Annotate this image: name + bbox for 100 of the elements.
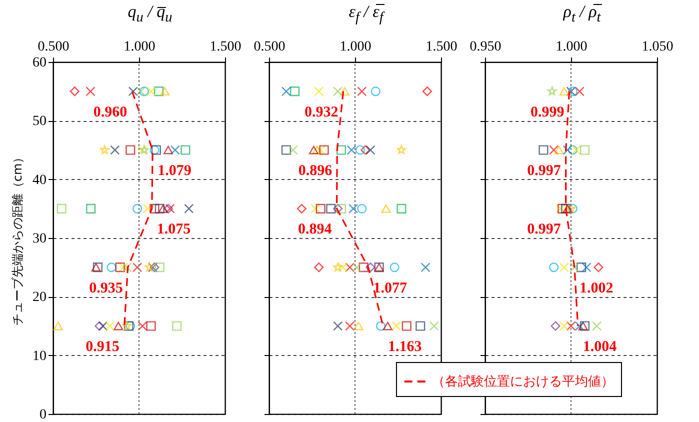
point <box>184 204 194 214</box>
point <box>126 145 136 155</box>
point <box>336 204 346 214</box>
point <box>549 262 559 272</box>
point <box>366 145 376 155</box>
point <box>56 204 66 214</box>
point <box>146 86 156 96</box>
point <box>370 86 380 96</box>
point <box>86 86 96 96</box>
y-tick-label: 30 <box>32 232 46 246</box>
point <box>382 322 392 330</box>
point <box>416 321 426 331</box>
point <box>312 146 322 154</box>
point <box>354 322 364 330</box>
point <box>571 145 581 155</box>
point <box>538 145 548 155</box>
point <box>86 204 96 214</box>
x-tick-label: 1.500 <box>210 40 242 54</box>
annotation: 1.079 <box>158 163 192 179</box>
x-tick-label: 1.000 <box>340 40 372 54</box>
point <box>594 262 604 272</box>
point <box>336 145 346 155</box>
point <box>357 204 367 214</box>
point <box>150 204 160 214</box>
point <box>326 204 336 214</box>
point <box>128 86 138 96</box>
point <box>568 204 578 214</box>
annotation: 0.896 <box>298 163 333 179</box>
annotation: 0.915 <box>86 339 120 355</box>
point <box>160 87 170 96</box>
point <box>104 321 115 331</box>
point <box>132 262 142 272</box>
x-axis-title: q$_{u}$ / q̅$_{u}$ <box>128 2 172 26</box>
point <box>381 204 391 213</box>
point <box>310 204 320 214</box>
point <box>574 86 584 96</box>
point <box>566 321 576 331</box>
point <box>146 321 156 331</box>
annotation: 0.997 <box>527 163 562 179</box>
point <box>345 262 355 272</box>
y-tick-label: 20 <box>32 290 46 306</box>
annotation: 1.002 <box>579 280 614 296</box>
x-tick-label: 0.500 <box>38 40 70 54</box>
point <box>180 145 190 155</box>
point <box>346 145 356 155</box>
point <box>333 262 342 272</box>
point <box>420 262 430 272</box>
point <box>340 87 350 96</box>
point <box>549 145 559 155</box>
annotation: 0.935 <box>89 280 123 296</box>
point <box>580 145 590 155</box>
point <box>100 145 110 154</box>
annotation: 0.999 <box>530 104 564 120</box>
annotation: 1.004 <box>582 339 618 355</box>
point <box>360 145 370 155</box>
point <box>281 86 291 96</box>
point <box>559 321 569 331</box>
point <box>391 321 402 331</box>
point <box>290 86 300 96</box>
point <box>154 86 164 96</box>
point <box>357 86 367 96</box>
point <box>114 322 124 330</box>
annotation: 0.960 <box>93 104 128 120</box>
point <box>333 321 343 331</box>
x-axis-title: ε$_{f}$ / ε̅$_{f}$ <box>348 2 384 26</box>
point <box>352 262 362 272</box>
y-tick-label: 60 <box>32 56 46 70</box>
point <box>568 145 578 155</box>
point <box>154 262 164 272</box>
point <box>281 145 291 155</box>
point <box>314 262 324 272</box>
point <box>138 321 148 331</box>
annotation: 1.075 <box>156 222 191 238</box>
x-tick-label: 1.000 <box>124 40 156 54</box>
point <box>154 204 164 214</box>
point <box>559 87 569 96</box>
point <box>170 145 180 155</box>
point <box>118 262 128 272</box>
point <box>319 145 329 155</box>
x-axis-title: ρ$_{t}$ / ρ̅$_{t}$ <box>563 2 601 26</box>
point <box>366 262 376 272</box>
point <box>358 262 368 272</box>
point <box>53 322 63 330</box>
point <box>158 204 168 213</box>
point <box>98 321 108 331</box>
annotation: 0.932 <box>304 104 338 120</box>
y-axis-title: チューブ先端からの距離（cm） <box>10 151 24 326</box>
point <box>70 86 80 96</box>
point <box>570 262 580 272</box>
x-tick-label: 0.500 <box>254 40 286 54</box>
point <box>429 321 439 331</box>
point <box>132 204 142 214</box>
point <box>288 145 298 155</box>
point <box>345 321 355 331</box>
point <box>333 86 343 96</box>
point <box>550 321 560 331</box>
point <box>355 145 365 155</box>
point <box>136 86 146 96</box>
legend-label: （各試験位置における平均値） <box>432 374 614 390</box>
point <box>390 262 400 272</box>
